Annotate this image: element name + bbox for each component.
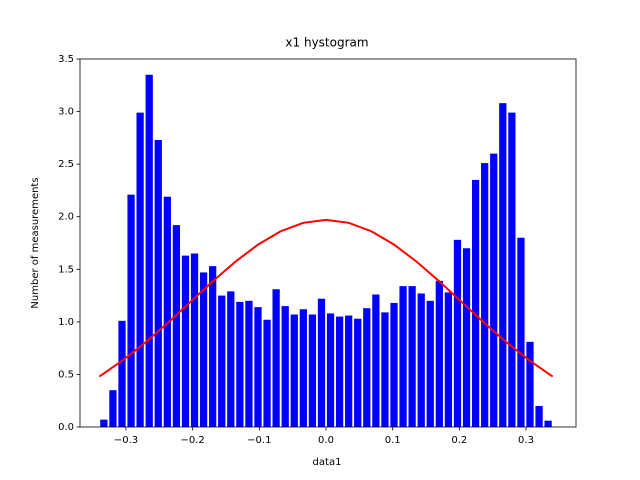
bar [499,103,507,427]
y-tick-label: 3.0 [58,107,74,118]
bar [517,237,525,427]
bar [335,316,344,427]
y-axis-label: Number of measurements [30,177,41,308]
bar [181,255,190,427]
bar [172,225,181,427]
bar [363,308,371,427]
x-tick-label: 0.3 [518,435,534,446]
bar [109,390,117,427]
bar [399,286,407,427]
bar [236,301,244,427]
bar [263,319,271,427]
y-tick-label: 3.5 [58,54,74,65]
x-tick-label: 0.0 [318,435,334,446]
axes-frame [79,58,577,428]
y-tick-label: 1.0 [58,317,74,328]
bar [308,314,317,427]
bar [354,318,362,427]
bar [145,74,153,428]
bar [535,405,543,427]
bar [435,280,443,427]
bar [245,300,253,427]
x-tick-label: −0.2 [181,435,205,446]
y-tick-label: 0.5 [58,369,74,380]
bar [408,286,416,427]
bar [190,253,199,427]
bar [317,298,326,427]
bar [136,112,144,427]
bar [227,291,235,427]
bar [199,272,208,427]
chart-title: x1 hystogram [285,36,368,50]
x-tick-label: 0.2 [451,435,467,446]
bar [290,314,298,427]
bar [526,341,534,427]
x-tick-label: −0.3 [114,435,138,446]
y-tick-label: 2.0 [58,212,74,223]
bar [163,196,171,427]
bar [154,139,162,427]
bar [299,309,307,427]
bar [471,179,480,427]
y-tick-label: 2.5 [58,159,74,170]
x-tick-label: −0.1 [247,435,271,446]
bar [272,289,280,427]
bar [254,307,262,427]
bar [462,248,471,427]
fit-curve [98,218,554,378]
bar [100,419,108,427]
x-axis-label: data1 [313,457,342,468]
y-tick-label: 1.5 [58,264,74,275]
x-tick-label: 0.1 [385,435,401,446]
bar [544,420,552,427]
bar [209,266,217,427]
bar [381,312,389,427]
bar [118,320,126,427]
bar [444,292,453,427]
bar [417,293,425,427]
bar [490,153,498,427]
bar [127,194,135,427]
bar [281,306,289,427]
bar [372,294,380,427]
bar [481,163,489,427]
bar [390,302,398,427]
bar [218,295,226,427]
y-tick-label: 0.0 [58,422,74,433]
bar [426,300,434,427]
bar [508,112,516,427]
bar [345,315,353,427]
bar [453,239,462,427]
bar [326,313,335,427]
